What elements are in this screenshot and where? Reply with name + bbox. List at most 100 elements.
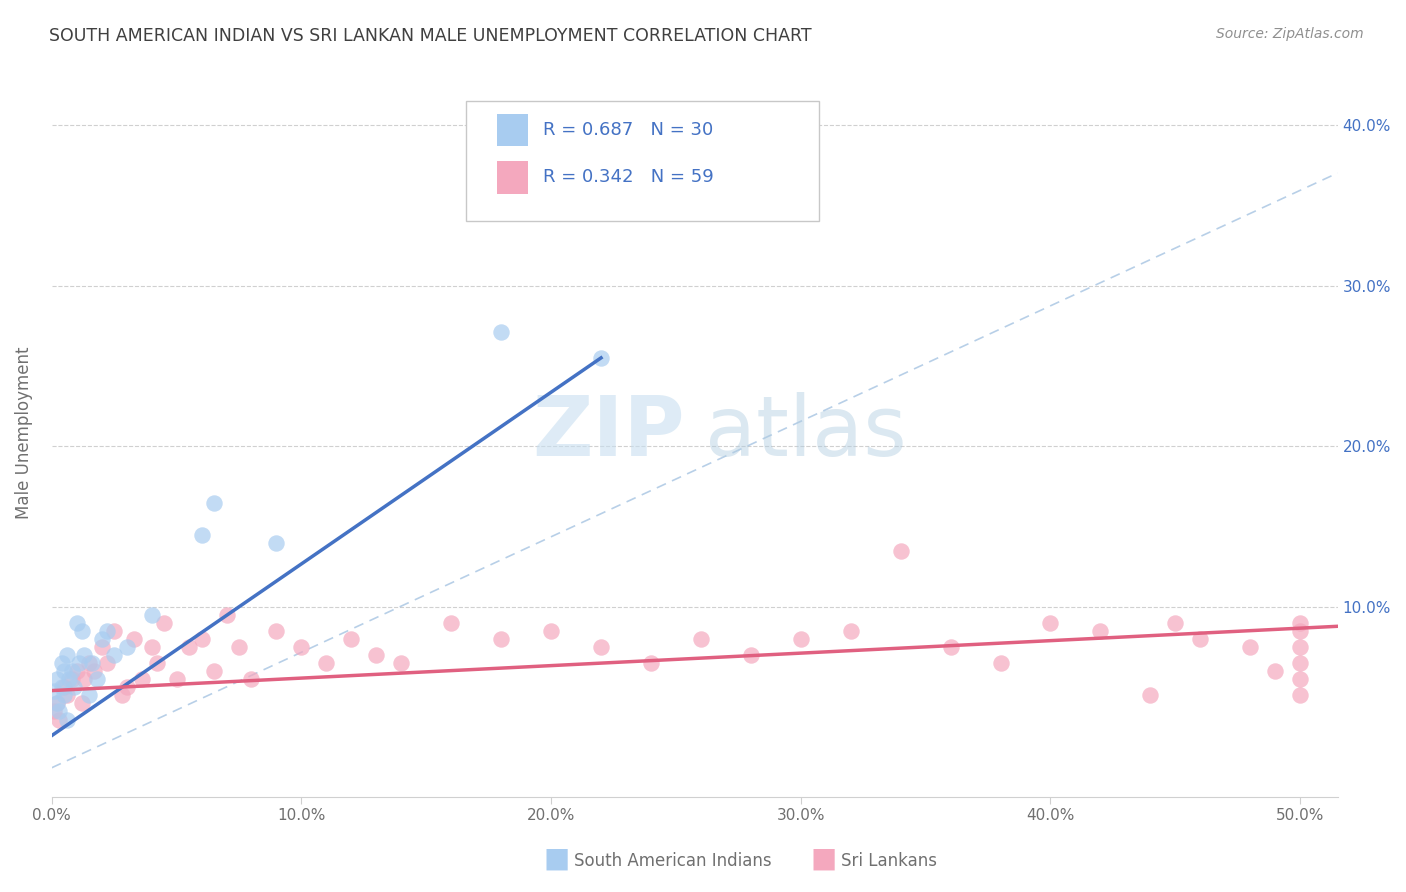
Point bbox=[141, 608, 163, 623]
Point bbox=[1164, 616, 1187, 631]
Point bbox=[103, 648, 125, 663]
Point bbox=[489, 325, 512, 339]
Point bbox=[90, 640, 112, 655]
Text: ■: ■ bbox=[810, 844, 837, 872]
Point bbox=[202, 665, 225, 679]
Point bbox=[290, 640, 312, 655]
Point bbox=[228, 640, 250, 655]
Point bbox=[1289, 640, 1312, 655]
Point bbox=[55, 689, 77, 703]
Point bbox=[66, 665, 89, 679]
Point bbox=[1090, 624, 1112, 639]
Point bbox=[589, 640, 612, 655]
Point bbox=[1289, 616, 1312, 631]
Point bbox=[1239, 640, 1261, 655]
Point bbox=[839, 624, 862, 639]
Point bbox=[1289, 657, 1312, 671]
Point bbox=[70, 697, 93, 711]
Point bbox=[55, 713, 77, 727]
FancyBboxPatch shape bbox=[465, 102, 820, 221]
Text: SOUTH AMERICAN INDIAN VS SRI LANKAN MALE UNEMPLOYMENT CORRELATION CHART: SOUTH AMERICAN INDIAN VS SRI LANKAN MALE… bbox=[49, 27, 811, 45]
Point bbox=[315, 657, 337, 671]
Point bbox=[115, 681, 138, 695]
Point bbox=[340, 632, 363, 647]
Point bbox=[366, 648, 388, 663]
Point bbox=[640, 657, 662, 671]
Point bbox=[690, 632, 713, 647]
Point bbox=[1289, 624, 1312, 639]
Point bbox=[67, 657, 90, 671]
Point bbox=[153, 616, 176, 631]
Point bbox=[96, 624, 118, 639]
Point bbox=[66, 616, 89, 631]
Point bbox=[190, 527, 212, 541]
Point bbox=[44, 683, 66, 698]
Point bbox=[990, 657, 1012, 671]
Point bbox=[70, 624, 93, 639]
Point bbox=[77, 689, 100, 703]
Point bbox=[131, 673, 153, 687]
Point bbox=[589, 351, 612, 365]
Point bbox=[1039, 616, 1062, 631]
Point bbox=[266, 535, 288, 549]
Point bbox=[1189, 632, 1212, 647]
Point bbox=[80, 657, 103, 671]
Point bbox=[266, 624, 288, 639]
Point bbox=[740, 648, 762, 663]
Point bbox=[240, 673, 263, 687]
Text: atlas: atlas bbox=[704, 392, 907, 473]
Point bbox=[53, 689, 76, 703]
Point bbox=[73, 648, 96, 663]
Point bbox=[489, 632, 512, 647]
Point bbox=[77, 657, 100, 671]
Point bbox=[790, 632, 813, 647]
Point bbox=[141, 640, 163, 655]
Point bbox=[58, 673, 80, 687]
Point bbox=[45, 697, 67, 711]
Point bbox=[1264, 665, 1286, 679]
Point bbox=[73, 673, 96, 687]
Point bbox=[44, 705, 66, 719]
Point bbox=[145, 657, 167, 671]
Point bbox=[166, 673, 188, 687]
Point bbox=[53, 681, 76, 695]
Point bbox=[45, 673, 67, 687]
Point bbox=[45, 697, 67, 711]
Point bbox=[48, 713, 70, 727]
Point bbox=[1139, 689, 1161, 703]
Point bbox=[1289, 689, 1312, 703]
Y-axis label: Male Unemployment: Male Unemployment bbox=[15, 346, 32, 519]
Text: R = 0.342   N = 59: R = 0.342 N = 59 bbox=[543, 169, 714, 186]
Point bbox=[115, 640, 138, 655]
Point bbox=[202, 495, 225, 509]
Point bbox=[83, 665, 105, 679]
Point bbox=[440, 616, 463, 631]
Point bbox=[60, 665, 83, 679]
Text: ■: ■ bbox=[543, 844, 569, 872]
FancyBboxPatch shape bbox=[496, 113, 527, 146]
Text: R = 0.687   N = 30: R = 0.687 N = 30 bbox=[543, 121, 713, 139]
Text: Sri Lankans: Sri Lankans bbox=[841, 852, 936, 870]
Point bbox=[51, 681, 73, 695]
Point bbox=[48, 705, 70, 719]
Point bbox=[1289, 673, 1312, 687]
Point bbox=[540, 624, 562, 639]
Text: Source: ZipAtlas.com: Source: ZipAtlas.com bbox=[1216, 27, 1364, 41]
Point bbox=[215, 608, 238, 623]
FancyBboxPatch shape bbox=[496, 161, 527, 194]
Point bbox=[177, 640, 200, 655]
Point bbox=[60, 673, 83, 687]
Point bbox=[53, 665, 76, 679]
Point bbox=[190, 632, 212, 647]
Point bbox=[86, 673, 108, 687]
Text: ZIP: ZIP bbox=[531, 392, 685, 473]
Text: South American Indians: South American Indians bbox=[574, 852, 772, 870]
Point bbox=[63, 681, 86, 695]
Point bbox=[122, 632, 145, 647]
Point bbox=[96, 657, 118, 671]
Point bbox=[890, 543, 912, 558]
Point bbox=[55, 648, 77, 663]
Point bbox=[103, 624, 125, 639]
Point bbox=[51, 657, 73, 671]
Point bbox=[389, 657, 412, 671]
